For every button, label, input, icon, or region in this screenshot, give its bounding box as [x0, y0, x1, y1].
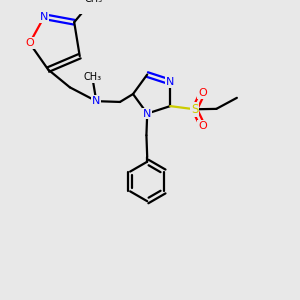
Text: N: N [40, 12, 48, 22]
Text: CH₃: CH₃ [85, 0, 103, 4]
Text: N: N [92, 96, 100, 106]
Text: CH₃: CH₃ [83, 73, 101, 82]
Text: N: N [166, 77, 174, 87]
Text: N: N [143, 109, 152, 118]
Text: O: O [198, 88, 207, 98]
Text: O: O [25, 38, 34, 48]
Text: S: S [191, 103, 198, 116]
Text: O: O [198, 121, 207, 131]
